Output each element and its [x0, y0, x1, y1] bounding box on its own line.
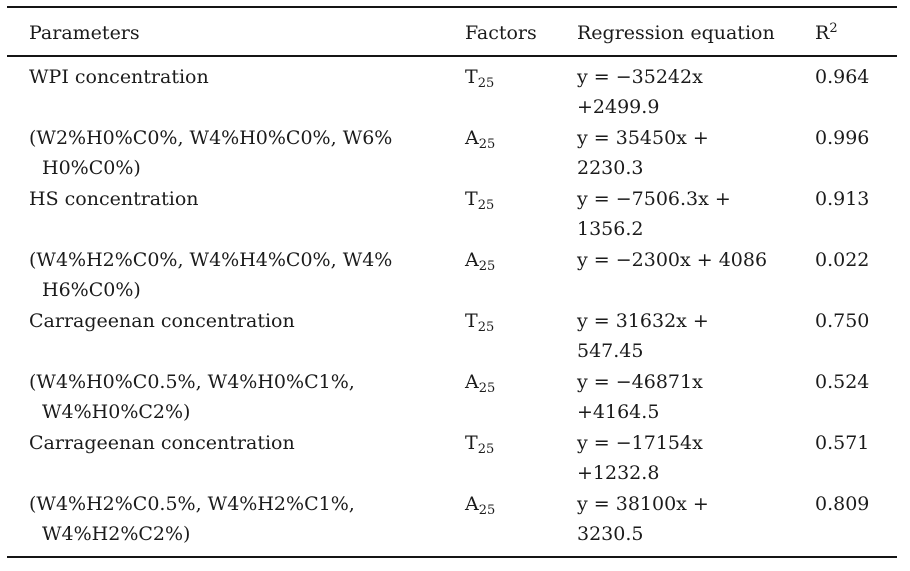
param-line-1: HS concentration: [29, 187, 199, 210]
param-line-1: (W4%H0%C0.5%, W4%H0%C1%,: [29, 370, 355, 393]
param-cell: WPI concentration: [7, 62, 465, 123]
table-body: WPI concentration T25 y = −35242x +2499.…: [7, 57, 897, 556]
param-cell: (W4%H2%C0.5%, W4%H2%C1%, W4%H2%C2%): [7, 489, 465, 550]
param-line-2: W4%H0%C2%): [42, 401, 191, 423]
factor-subscript: 25: [478, 258, 496, 274]
equation-line-1: y = 31632x +: [577, 309, 709, 332]
param-line-1: (W2%H0%C0%, W4%H0%C0%, W6%: [29, 126, 393, 149]
equation-line-1: y = −2300x + 4086: [577, 248, 768, 271]
equation-line-1: y = −17154x: [577, 431, 703, 454]
equation-line-2: 2230.3: [577, 157, 644, 179]
factor-cell: T25: [465, 306, 577, 367]
factor-base: A: [465, 492, 479, 515]
table-bottom-rule: [7, 555, 897, 558]
r-squared-value: 0.750: [815, 309, 870, 332]
r-squared-value: 0.964: [815, 65, 870, 88]
equation-line-1: y = −46871x: [577, 370, 703, 393]
table-row: Carrageenan concentration T25 y = −17154…: [7, 428, 897, 489]
equation-line-1: y = 38100x +: [577, 492, 709, 515]
regression-table: Parameters Factors Regression equation R…: [7, 6, 897, 558]
header-factors: Factors: [465, 22, 537, 44]
param-line-2: W4%H2%C2%): [42, 523, 191, 545]
table-top-rule: [7, 6, 897, 8]
factor-subscript: 25: [477, 319, 495, 335]
factor-cell: T25: [465, 184, 577, 245]
equation-cell: y = −7506.3x + 1356.2: [577, 184, 815, 245]
factor-base: A: [465, 126, 479, 149]
param-line-1: WPI concentration: [29, 65, 209, 88]
factor-cell: A25: [465, 123, 577, 184]
factor-subscript: 25: [478, 380, 496, 396]
factor-cell: A25: [465, 245, 577, 306]
factor-subscript: 25: [478, 502, 496, 518]
table-row: Carrageenan concentration T25 y = 31632x…: [7, 306, 897, 367]
table-row: (W2%H0%C0%, W4%H0%C0%, W6% H0%C0%) A25 y…: [7, 123, 897, 184]
equation-cell: y = −35242x +2499.9: [577, 62, 815, 123]
equation-line-2: 547.45: [577, 340, 644, 362]
factor-cell: T25: [465, 62, 577, 123]
equation-line-2: 1356.2: [577, 218, 644, 240]
r-squared-value: 0.996: [815, 126, 870, 149]
equation-line-2: +1232.8: [577, 462, 660, 484]
factor-subscript: 25: [477, 75, 495, 91]
r-squared-exponent: 2: [829, 21, 838, 36]
table-header-row: Parameters Factors Regression equation R…: [7, 8, 897, 55]
equation-cell: y = −17154x +1232.8: [577, 428, 815, 489]
param-line-1: Carrageenan concentration: [29, 309, 295, 332]
param-cell: (W4%H0%C0.5%, W4%H0%C1%, W4%H0%C2%): [7, 367, 465, 428]
table-row: (W4%H2%C0.5%, W4%H2%C1%, W4%H2%C2%) A25 …: [7, 489, 897, 550]
factor-base: A: [465, 248, 479, 271]
table-row: WPI concentration T25 y = −35242x +2499.…: [7, 62, 897, 123]
equation-cell: y = −2300x + 4086: [577, 245, 815, 306]
param-line-2: H6%C0%): [42, 279, 141, 301]
equation-line-2: +2499.9: [577, 96, 660, 118]
equation-cell: y = 35450x + 2230.3: [577, 123, 815, 184]
factor-base: T: [465, 65, 478, 88]
equation-cell: y = 31632x + 547.45: [577, 306, 815, 367]
factor-base: A: [465, 370, 479, 393]
factor-base: T: [465, 187, 478, 210]
equation-line-1: y = −7506.3x +: [577, 187, 731, 210]
param-cell: Carrageenan concentration: [7, 306, 465, 367]
param-line-2: H0%C0%): [42, 157, 141, 179]
factor-base: T: [465, 309, 478, 332]
param-line-1: (W4%H2%C0.5%, W4%H2%C1%,: [29, 492, 355, 515]
factor-cell: T25: [465, 428, 577, 489]
param-cell: HS concentration: [7, 184, 465, 245]
equation-line-1: y = 35450x +: [577, 126, 709, 149]
r-squared-value: 0.809: [815, 492, 870, 515]
r-squared-value: 0.913: [815, 187, 870, 210]
equation-cell: y = 38100x + 3230.5: [577, 489, 815, 550]
factor-subscript: 25: [478, 136, 496, 152]
table-row: HS concentration T25 y = −7506.3x + 1356…: [7, 184, 897, 245]
r-squared-value: 0.022: [815, 248, 870, 271]
param-cell: Carrageenan concentration: [7, 428, 465, 489]
equation-cell: y = −46871x +4164.5: [577, 367, 815, 428]
param-line-1: (W4%H2%C0%, W4%H4%C0%, W4%: [29, 248, 393, 271]
param-line-1: Carrageenan concentration: [29, 431, 295, 454]
factor-subscript: 25: [477, 441, 495, 457]
r-squared-base: R: [815, 22, 830, 44]
r-squared-value: 0.571: [815, 431, 870, 454]
factor-subscript: 25: [477, 197, 495, 213]
factor-base: T: [465, 431, 478, 454]
r-squared-value: 0.524: [815, 370, 870, 393]
header-equation: Regression equation: [577, 22, 775, 44]
table-row: (W4%H2%C0%, W4%H4%C0%, W4% H6%C0%) A25 y…: [7, 245, 897, 306]
equation-line-2: +4164.5: [577, 401, 660, 423]
param-cell: (W2%H0%C0%, W4%H0%C0%, W6% H0%C0%): [7, 123, 465, 184]
table-header-rule: [7, 54, 897, 57]
factor-cell: A25: [465, 489, 577, 550]
table-row: (W4%H0%C0.5%, W4%H0%C1%, W4%H0%C2%) A25 …: [7, 367, 897, 428]
equation-line-2: 3230.5: [577, 523, 644, 545]
header-parameters: Parameters: [29, 22, 140, 44]
param-cell: (W4%H2%C0%, W4%H4%C0%, W4% H6%C0%): [7, 245, 465, 306]
factor-cell: A25: [465, 367, 577, 428]
header-r-squared: R2: [815, 18, 897, 49]
equation-line-1: y = −35242x: [577, 65, 703, 88]
